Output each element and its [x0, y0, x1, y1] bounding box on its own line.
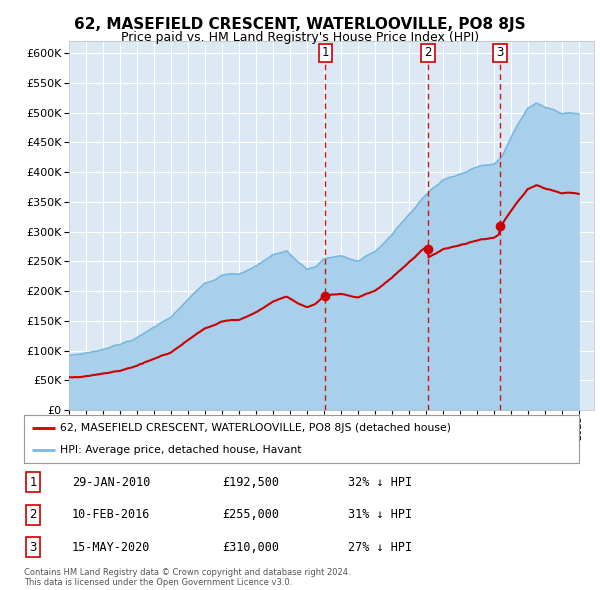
Text: 1: 1 [29, 476, 37, 489]
Text: 15-MAY-2020: 15-MAY-2020 [72, 540, 151, 554]
Text: 32% ↓ HPI: 32% ↓ HPI [348, 476, 412, 489]
Text: 10-FEB-2016: 10-FEB-2016 [72, 508, 151, 522]
Text: 62, MASEFIELD CRESCENT, WATERLOOVILLE, PO8 8JS (detached house): 62, MASEFIELD CRESCENT, WATERLOOVILLE, P… [60, 423, 451, 433]
Text: Contains HM Land Registry data © Crown copyright and database right 2024.
This d: Contains HM Land Registry data © Crown c… [24, 568, 350, 587]
Text: 27% ↓ HPI: 27% ↓ HPI [348, 540, 412, 554]
Text: £192,500: £192,500 [222, 476, 279, 489]
Text: 2: 2 [29, 508, 37, 522]
Text: Price paid vs. HM Land Registry's House Price Index (HPI): Price paid vs. HM Land Registry's House … [121, 31, 479, 44]
Text: £310,000: £310,000 [222, 540, 279, 554]
Text: 29-JAN-2010: 29-JAN-2010 [72, 476, 151, 489]
Text: 62, MASEFIELD CRESCENT, WATERLOOVILLE, PO8 8JS: 62, MASEFIELD CRESCENT, WATERLOOVILLE, P… [74, 17, 526, 31]
Text: 2: 2 [424, 47, 431, 60]
Text: HPI: Average price, detached house, Havant: HPI: Average price, detached house, Hava… [60, 445, 302, 455]
Text: £255,000: £255,000 [222, 508, 279, 522]
Text: 31% ↓ HPI: 31% ↓ HPI [348, 508, 412, 522]
Text: 1: 1 [322, 47, 329, 60]
Text: 3: 3 [29, 540, 37, 554]
Text: 3: 3 [496, 47, 504, 60]
